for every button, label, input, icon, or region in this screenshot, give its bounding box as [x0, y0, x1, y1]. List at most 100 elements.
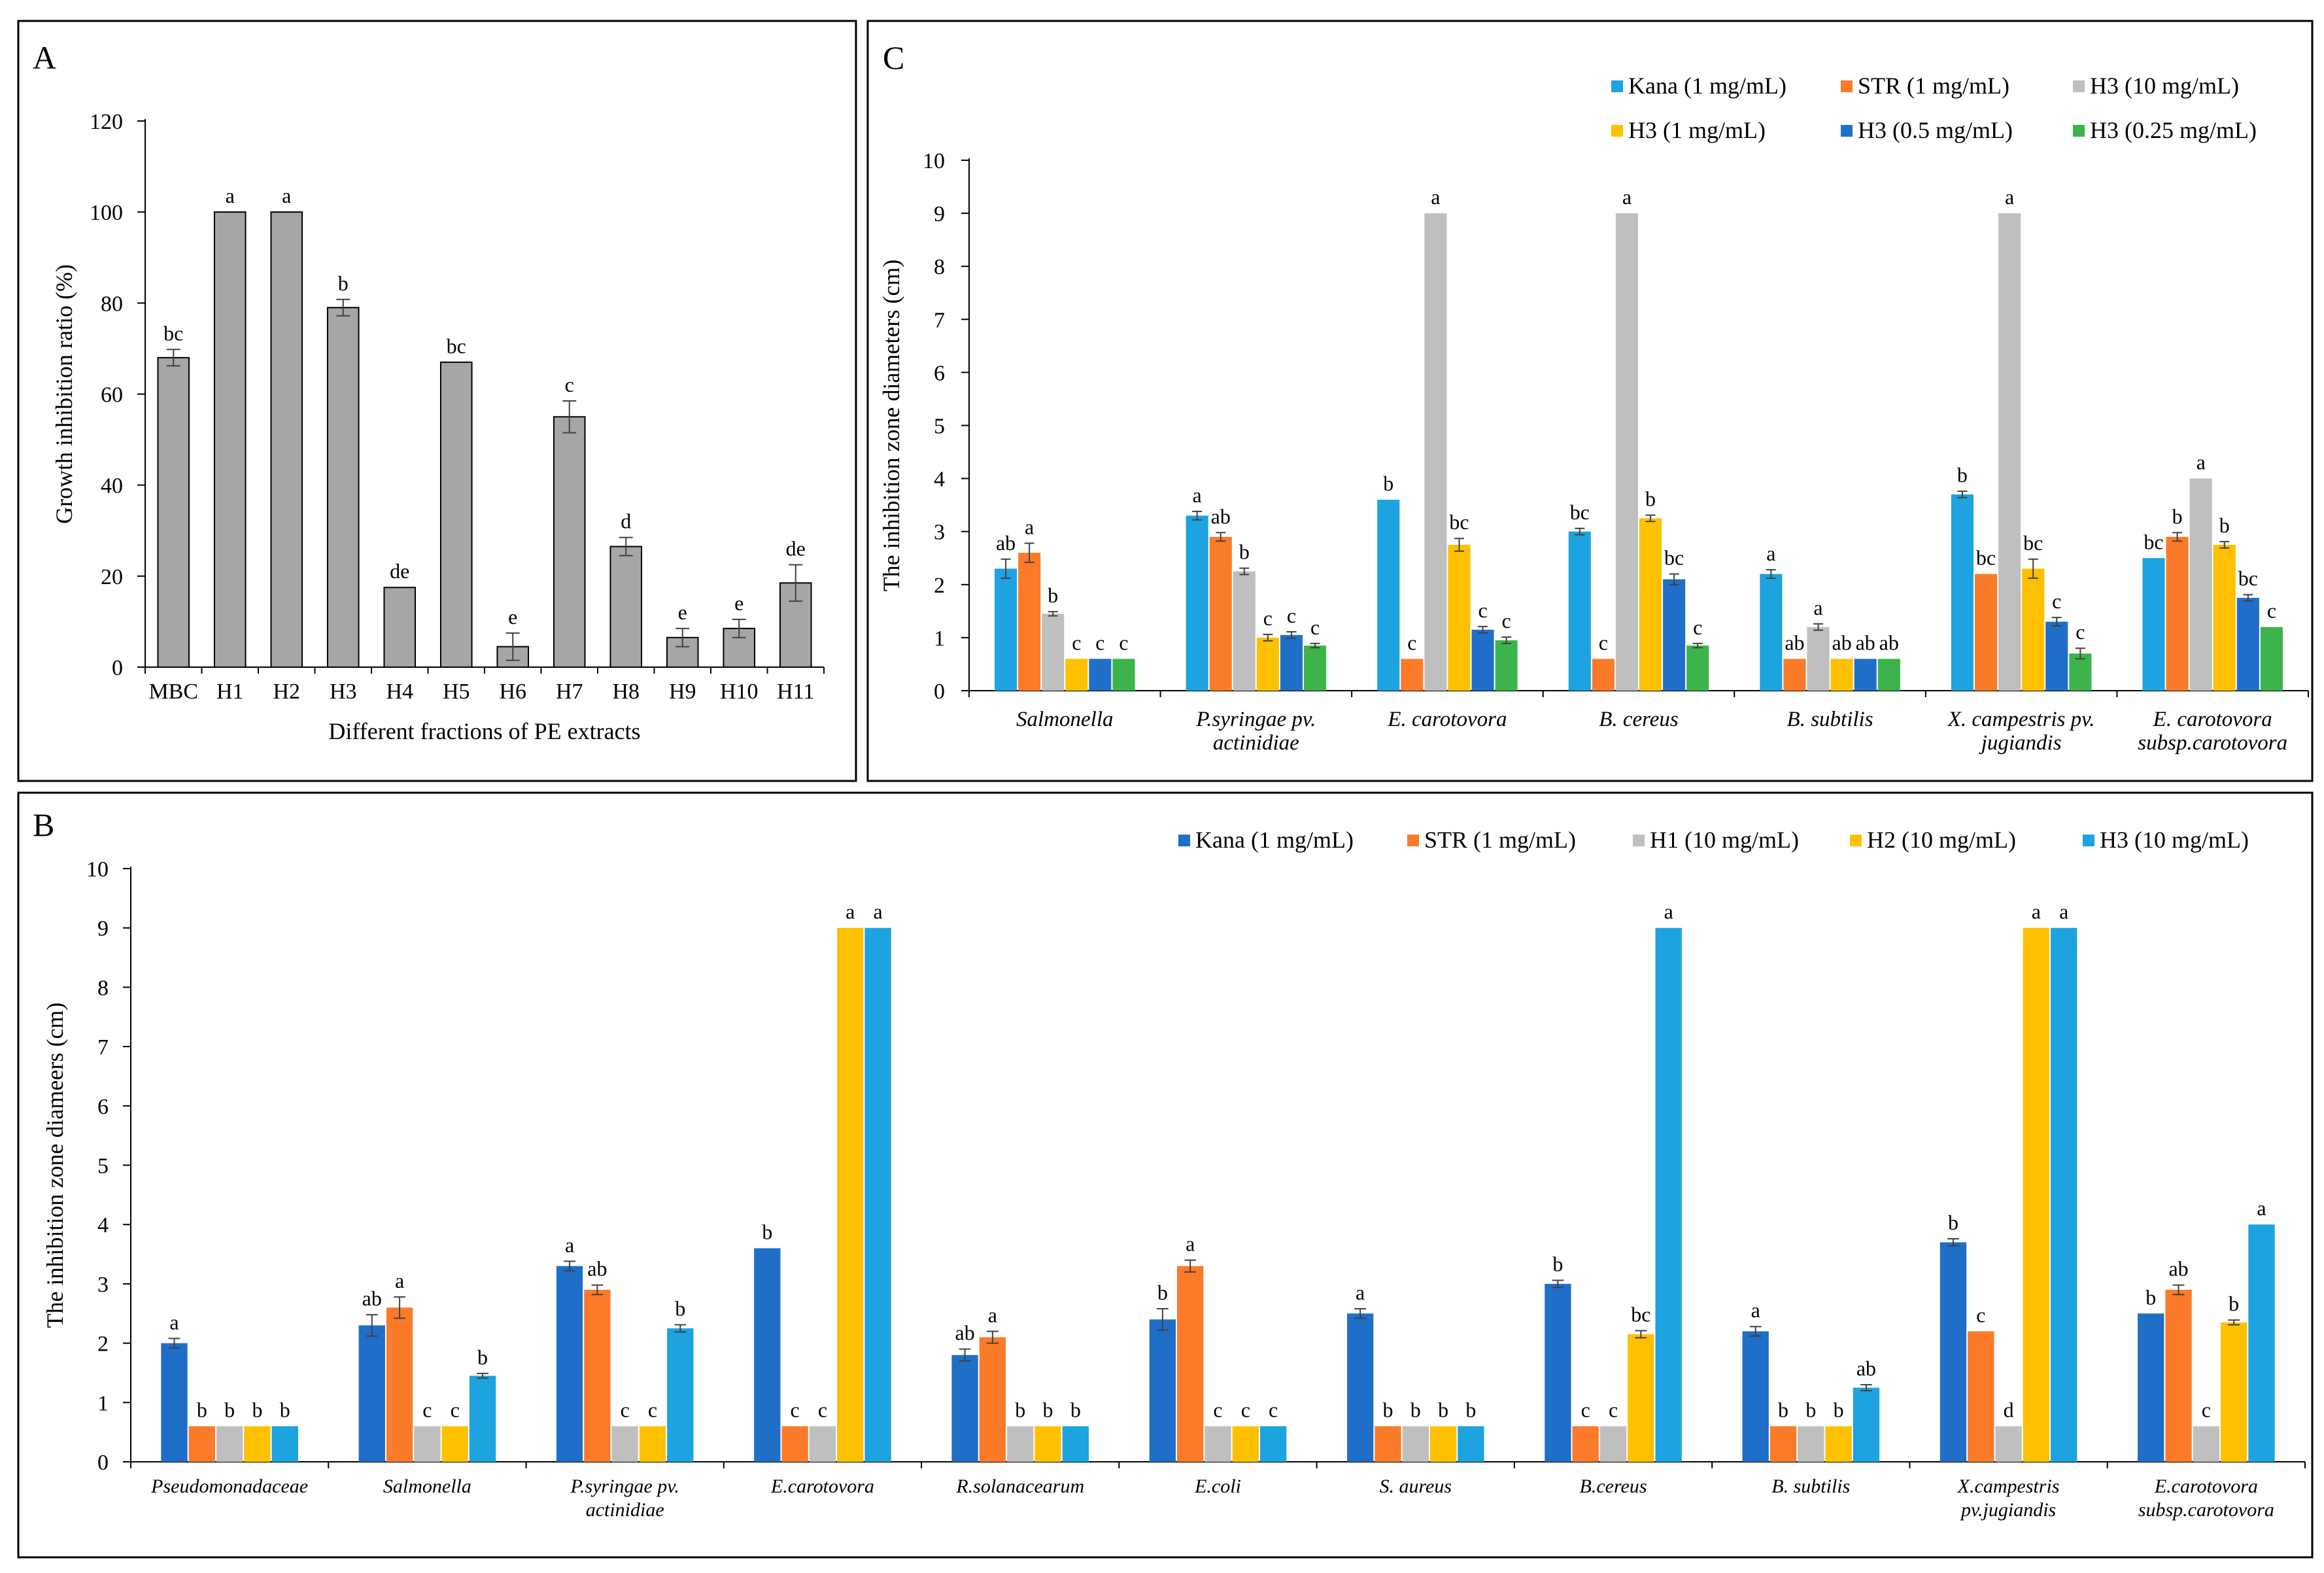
panel-b-significance-label: c: [422, 1398, 432, 1422]
panel-c-significance-label: c: [1310, 615, 1320, 639]
panel-a-y-tick-label: 80: [101, 292, 123, 316]
panel-a-bar: [326, 307, 360, 668]
panel-c-significance-label: c: [2052, 589, 2061, 613]
panel-b-bar: [1402, 1426, 1429, 1462]
panel-c-y-axis-label: The inhibition zone diameters (cm): [878, 260, 904, 592]
panel-c-significance-label: a: [2005, 185, 2014, 209]
panel-b-significance-label: a: [846, 900, 855, 924]
panel-b-significance-label: b: [1410, 1398, 1421, 1422]
panel-b-category-label: B.cereus: [1580, 1476, 1647, 1497]
panel-b-bar: [639, 1426, 666, 1462]
panel-a-category-label: H10: [720, 680, 759, 704]
panel-a-significance-label: e: [734, 591, 743, 615]
panel-b-bar: [667, 1328, 694, 1462]
panel-c-y-tick-label: 0: [934, 680, 945, 704]
panel-c-significance-label: bc: [1570, 500, 1590, 524]
panel-b-significance-label: b: [1948, 1211, 1958, 1234]
panel-c-bar: [2236, 598, 2259, 691]
panel-b-legend-swatch: [2083, 835, 2094, 846]
panel-c-legend-label: H3 (0.5 mg/mL): [1858, 117, 2013, 143]
panel-a-category-label: H4: [386, 680, 413, 704]
panel-b-significance-label: b: [1157, 1281, 1168, 1304]
panel-c-significance-label: c: [1263, 606, 1273, 630]
panel-b-y-tick-label: 5: [97, 1154, 109, 1179]
panel-c-significance-label: bc: [2144, 530, 2163, 553]
panel-b-letter: B: [33, 806, 54, 843]
panel-b-legend-label: STR (1 mg/mL): [1424, 827, 1576, 853]
panel-a-x-axis-label: Different fractions of PE extracts: [328, 718, 640, 744]
panel-a-category-label: H7: [556, 680, 583, 704]
panel-c-y-tick-label: 8: [934, 255, 945, 279]
panel-c-significance-label: ab: [996, 531, 1016, 555]
panel-c-bar: [1760, 574, 1783, 691]
panel-b-bar: [1458, 1426, 1484, 1462]
panel-c-bar: [1663, 579, 1686, 691]
panel-b-category-label: S. aureus: [1379, 1476, 1452, 1497]
panel-c-significance-label: c: [2267, 599, 2276, 623]
panel-b-category-label: X.campestris: [1957, 1476, 2060, 1497]
panel-b-bar: [1545, 1283, 1571, 1462]
panel-c-bar: [1065, 659, 1088, 691]
panel-b-bar: [809, 1426, 836, 1462]
panel-c-bar: [1592, 659, 1615, 691]
panel-b-significance-label: c: [1213, 1398, 1222, 1422]
panel-a-significance-label: c: [565, 373, 574, 396]
panel-a-bar: [213, 211, 247, 668]
panel-b-bar: [1572, 1426, 1599, 1462]
panel-c-bar: [1042, 614, 1065, 691]
panel-b-significance-label: a: [1664, 900, 1673, 924]
panel-b-bar: [1940, 1242, 1967, 1462]
panel-a-bar: [439, 361, 473, 668]
panel-b-y-tick-label: 4: [97, 1213, 109, 1237]
panel-c-bar: [1112, 659, 1135, 691]
panel-b-significance-label: a: [2257, 1196, 2266, 1220]
panel-b-bar: [1177, 1266, 1204, 1462]
panel-c-category-label: subsp.carotovora: [2138, 731, 2287, 755]
panel-b-bar: [161, 1343, 188, 1462]
panel-c-category-label: B. cereus: [1599, 708, 1679, 731]
panel-c-bar: [1877, 659, 1900, 691]
panel-c-bar: [1448, 544, 1471, 691]
panel-c-significance-label: c: [1502, 609, 1511, 632]
panel-a-y-tick-label: 60: [101, 383, 123, 407]
panel-c-significance-label: a: [1813, 596, 1822, 619]
panel-c-significance-label: bc: [2023, 531, 2043, 555]
panel-b-significance-label: c: [2202, 1398, 2211, 1422]
panel-b-significance-label: c: [648, 1398, 657, 1422]
panel-c-significance-label: bc: [1976, 546, 1996, 570]
panel-b-y-tick-label: 9: [97, 917, 109, 941]
panel-b-y-tick-label: 3: [97, 1273, 109, 1297]
panel-b-legend-label: H3 (10 mg/mL): [2100, 827, 2249, 853]
panel-b-frame: [17, 791, 2314, 1559]
panel-b-significance-label: a: [2059, 900, 2068, 924]
panel-a-y-tick-label: 0: [112, 656, 123, 680]
panel-c-significance-label: bc: [1449, 510, 1469, 534]
panel-c-y-tick-label: 7: [934, 308, 945, 332]
panel-a-y-axis-label: Growth inhibition ratio (%): [51, 264, 77, 524]
panel-b-y-tick-label: 8: [97, 976, 109, 1000]
panel-c-legend-swatch: [1841, 125, 1853, 137]
panel-c-letter: C: [883, 39, 904, 76]
panel-b-significance-label: ab: [362, 1287, 382, 1310]
panel-b-significance-label: b: [224, 1398, 235, 1422]
panel-b-y-tick-label: 7: [97, 1035, 109, 1060]
panel-c-legend-swatch: [1611, 80, 1623, 92]
panel-a-category-label: MBC: [148, 680, 198, 704]
panel-b-significance-label: c: [818, 1398, 827, 1422]
panel-c-bar: [1951, 494, 1974, 691]
panel-c-bar: [1471, 629, 1494, 691]
panel-c-category-label: X. campestris pv.: [1947, 708, 2095, 731]
panel-a-y-tick-label: 100: [90, 201, 123, 225]
panel-c-legend-swatch: [1841, 80, 1853, 92]
panel-b-significance-label: d: [2004, 1398, 2014, 1422]
panel-a-significance-label: e: [678, 600, 687, 624]
panel-c-bar: [1568, 531, 1591, 691]
panel-c-significance-label: c: [1095, 631, 1104, 654]
panel-a-letter: A: [33, 39, 56, 76]
panel-c-significance-label: ab: [1879, 631, 1899, 654]
panel-c-significance-label: ab: [1856, 631, 1875, 654]
panel-b-bar: [837, 927, 864, 1462]
panel-c-bar: [1280, 634, 1303, 691]
panel-c-category-label: E. carotovora: [1387, 708, 1507, 731]
panel-b-significance-label: c: [451, 1398, 460, 1422]
